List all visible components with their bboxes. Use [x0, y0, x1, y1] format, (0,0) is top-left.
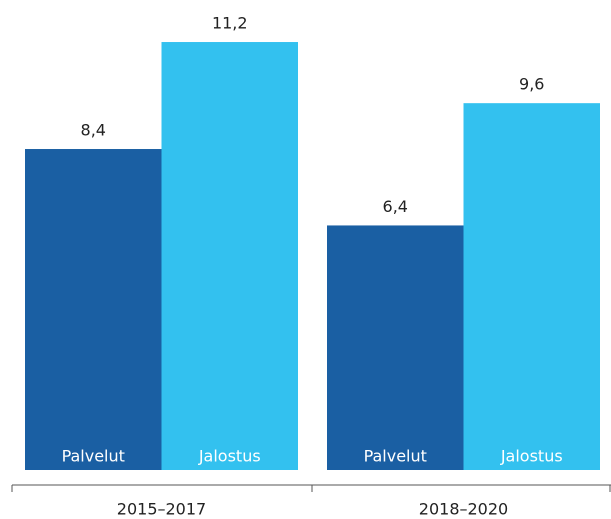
bar	[25, 149, 162, 470]
x-tick-label: 2018–2020	[419, 500, 508, 519]
bar	[161, 42, 298, 470]
value-label: 6,4	[383, 197, 408, 216]
value-label: 11,2	[212, 14, 248, 33]
series-label: Palvelut	[62, 447, 125, 466]
x-tick-label: 2015–2017	[117, 500, 206, 519]
bar	[327, 225, 464, 470]
bar	[463, 103, 600, 471]
series-label: Jalostus	[500, 447, 563, 466]
series-label: Palvelut	[364, 447, 427, 466]
value-label: 8,4	[81, 121, 106, 140]
value-label: 9,6	[519, 75, 544, 94]
series-label: Jalostus	[198, 447, 261, 466]
